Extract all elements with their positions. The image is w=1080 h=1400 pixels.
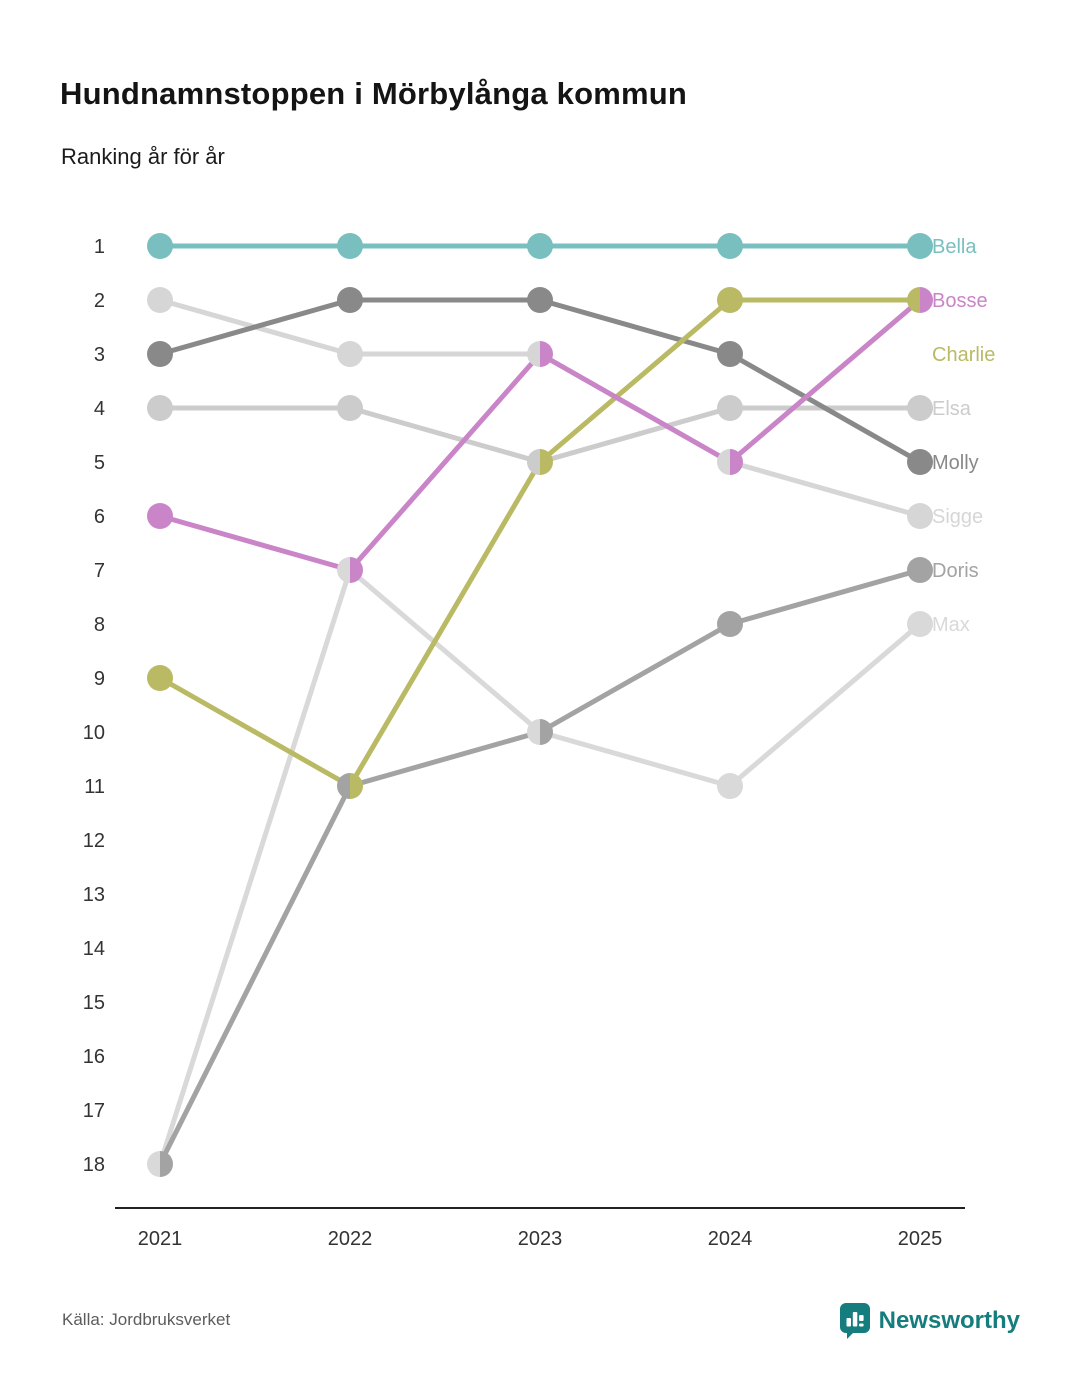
svg-text:2024: 2024: [708, 1228, 753, 1250]
svg-text:18: 18: [83, 1154, 105, 1176]
svg-text:14: 14: [83, 938, 105, 960]
svg-text:Charlie: Charlie: [932, 344, 995, 366]
svg-text:2023: 2023: [518, 1228, 563, 1250]
source-note: Källa: Jordbruksverket: [62, 1310, 231, 1329]
svg-text:6: 6: [94, 506, 105, 528]
svg-text:7: 7: [94, 560, 105, 582]
svg-text:8: 8: [94, 614, 105, 636]
svg-text:5: 5: [94, 452, 105, 474]
svg-text:2: 2: [94, 290, 105, 312]
svg-text:13: 13: [83, 884, 105, 906]
svg-text:Max: Max: [932, 614, 970, 636]
svg-text:15: 15: [83, 992, 105, 1014]
svg-text:Sigge: Sigge: [932, 506, 983, 528]
svg-text:17: 17: [83, 1100, 105, 1122]
svg-text:2022: 2022: [328, 1228, 373, 1250]
svg-text:Doris: Doris: [932, 560, 979, 582]
newsworthy-logo-icon: [839, 1303, 870, 1339]
svg-text:12: 12: [83, 830, 105, 852]
chart-subtitle: Ranking år för år: [61, 144, 225, 169]
svg-text:2021: 2021: [138, 1228, 183, 1250]
page-title: Hundnamnstoppen i Mörbylånga kommun: [60, 76, 688, 111]
svg-text:Molly: Molly: [932, 452, 979, 474]
svg-text:4: 4: [94, 398, 105, 420]
svg-text:1: 1: [94, 236, 105, 258]
svg-text:11: 11: [84, 776, 105, 798]
svg-text:Bella: Bella: [932, 236, 977, 258]
newsworthy-brand: Newsworthy: [839, 1303, 1020, 1339]
svg-text:10: 10: [83, 722, 105, 744]
svg-text:3: 3: [94, 344, 105, 366]
svg-text:9: 9: [94, 668, 105, 690]
newsworthy-wordmark: Newsworthy: [878, 1307, 1020, 1334]
svg-text:16: 16: [83, 1046, 105, 1068]
svg-text:2025: 2025: [898, 1228, 943, 1250]
svg-text:Bosse: Bosse: [932, 290, 988, 312]
svg-text:Elsa: Elsa: [932, 398, 972, 420]
